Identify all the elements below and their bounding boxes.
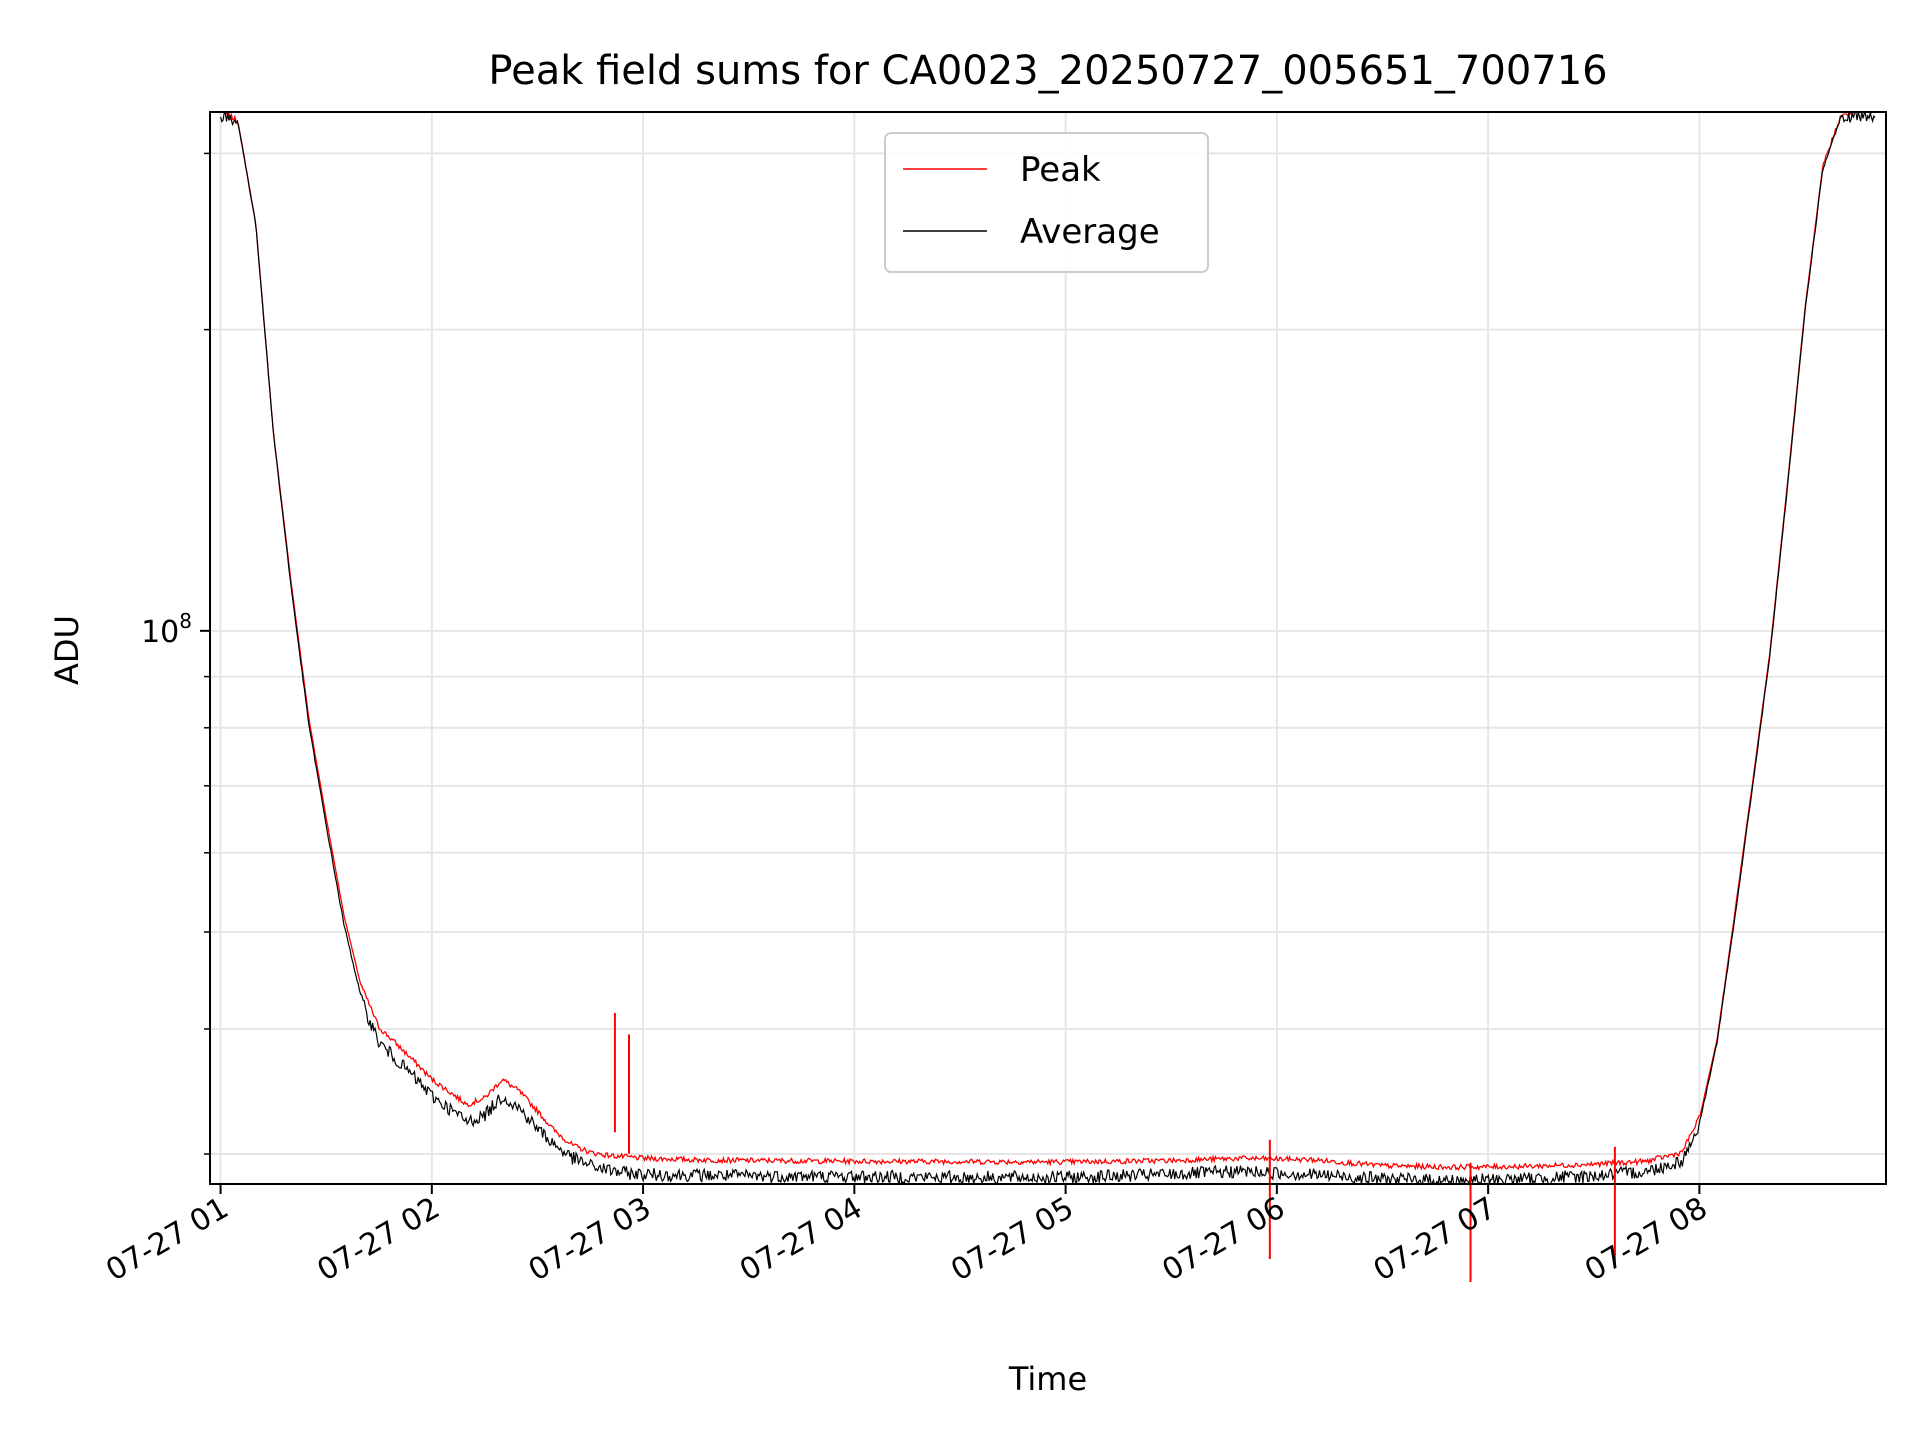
x-tick-label: 07-27 05 [945, 1191, 1079, 1289]
legend-box [884, 132, 1209, 273]
series-line-peak [220, 111, 1876, 1172]
x-tick-label: 07-27 08 [1579, 1191, 1713, 1289]
y-axis-label: ADU [48, 615, 86, 685]
series-line-average [220, 111, 1876, 1187]
x-tick-label: 07-27 03 [523, 1191, 657, 1289]
series-group [220, 111, 1876, 1283]
legend-label-peak: Peak [1020, 150, 1101, 190]
x-tick-label: 07-27 04 [734, 1191, 868, 1289]
x-tick-label: 07-27 02 [312, 1191, 446, 1289]
legend: Peak Average [884, 132, 1209, 273]
legend-label-average: Average [1020, 212, 1160, 252]
y-tick-label: 108 [141, 609, 192, 650]
chart-title: Peak field sums for CA0023_20250727_0056… [488, 48, 1607, 94]
plot-frame [209, 111, 1887, 1185]
x-tick-label: 07-27 07 [1368, 1191, 1502, 1289]
x-axis-label: Time [1008, 1360, 1087, 1398]
x-tick-label: 07-27 01 [100, 1191, 234, 1289]
y-axis: 108 [141, 152, 210, 1155]
